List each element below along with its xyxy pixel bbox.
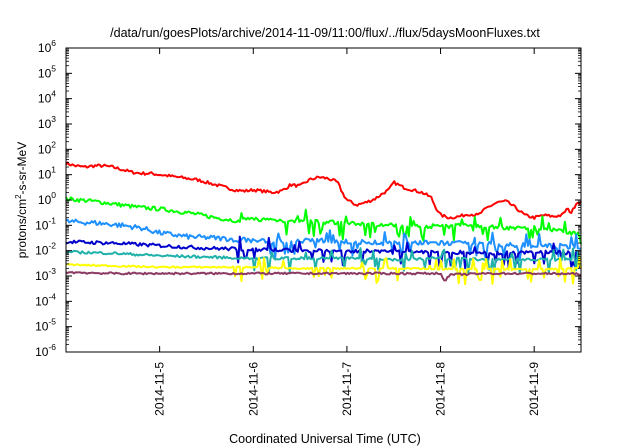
y-tick-label: 10-1: [35, 215, 56, 232]
y-tick-label: 101: [38, 165, 56, 182]
x-tick-label: 2014-11-7: [340, 362, 354, 416]
y-tick-label: 10-5: [35, 317, 56, 334]
x-tick-label: 2014-11-9: [527, 362, 541, 416]
x-tick-label: 2014-11-6: [246, 362, 260, 416]
y-tick-label: 106: [38, 38, 56, 55]
chart-title: /data/run/goesPlots/archive/2014-11-09/1…: [110, 26, 540, 40]
y-tick-label: 103: [38, 114, 56, 131]
y-tick-label: 10-4: [35, 291, 56, 308]
y-tick-label: 10-3: [35, 266, 56, 283]
y-tick-label: 10-2: [35, 241, 56, 258]
y-tick-label: 102: [38, 139, 56, 156]
y-axis-label-prefix: protons/cm: [15, 199, 29, 258]
ticks-layer: 106 105 104 103 102 101 100 10-1 10-2 10-3 10-4 10-…: [35, 38, 581, 416]
series-line-6: [65, 256, 582, 286]
y-tick-label: 10-6: [35, 342, 56, 359]
series-line-3: [65, 218, 582, 261]
y-axis-label-sup: 2: [14, 194, 23, 199]
y-axis-label: protons/cm2-s-sr-MeV: [14, 142, 29, 258]
series-line-1: [65, 161, 582, 220]
series-line-2: [65, 196, 582, 245]
y-tick-label: 104: [38, 89, 56, 106]
y-tick-label: 105: [38, 63, 56, 80]
y-tick-label: 100: [38, 190, 56, 207]
y-axis-label-suffix: -s-sr-MeV: [15, 142, 29, 195]
x-axis-label: Coordinated Universal Time (UTC): [229, 432, 421, 446]
series-line-7: [65, 271, 582, 282]
series-line-5: [65, 247, 582, 275]
x-tick-label: 2014-11-8: [434, 362, 448, 416]
x-tick-label: 2014-11-5: [153, 362, 167, 416]
series-layer: [65, 161, 582, 286]
